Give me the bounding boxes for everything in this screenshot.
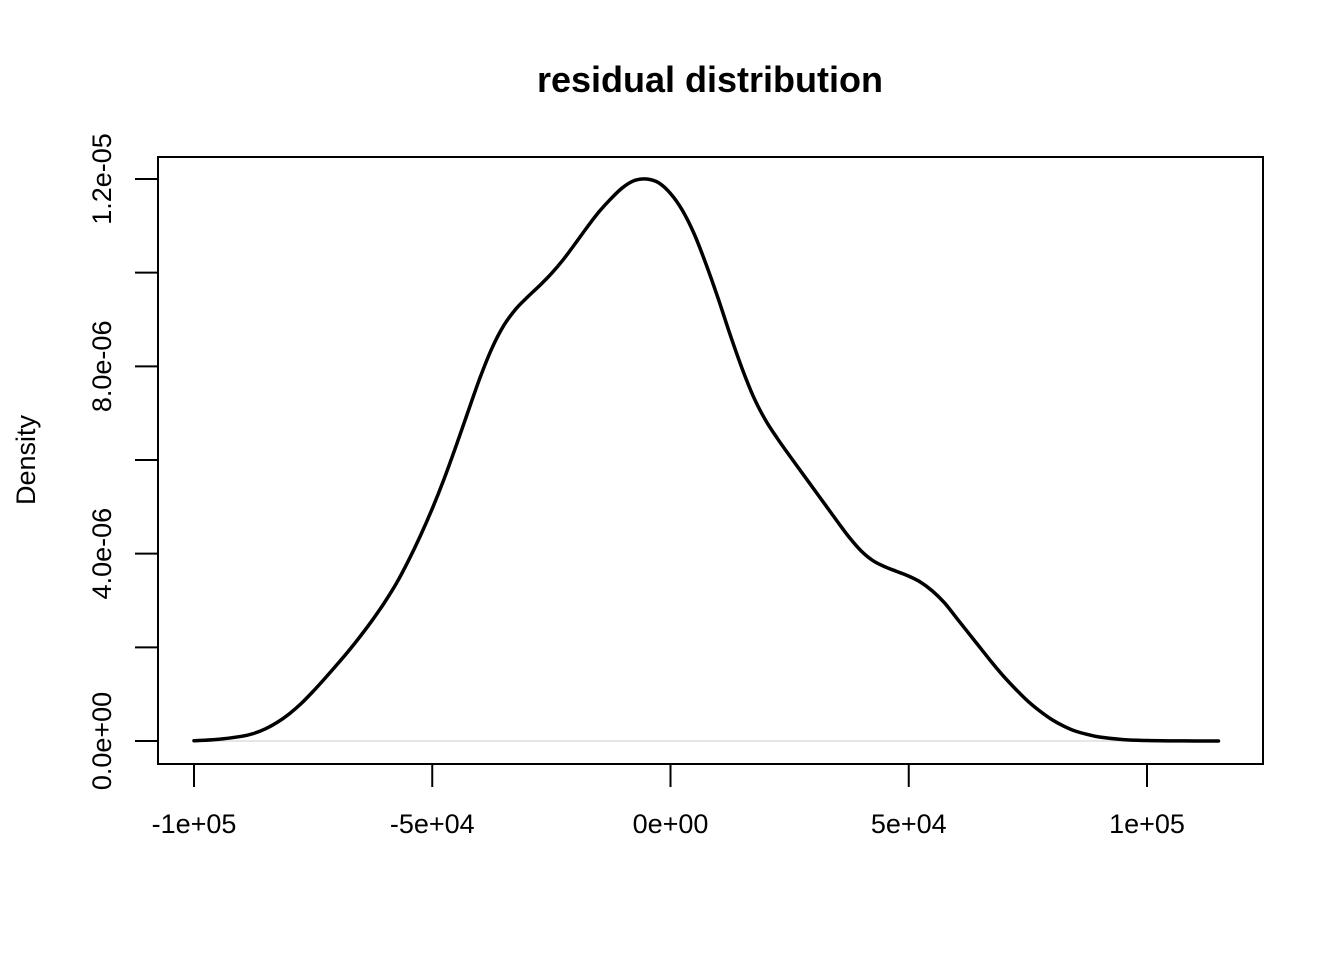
x-tick-label: 0e+00 bbox=[633, 809, 709, 839]
x-tick-label: -5e+04 bbox=[390, 809, 475, 839]
y-tick-label: 8.0e-06 bbox=[87, 321, 117, 413]
x-axis: -1e+05 -5e+04 0e+00 5e+04 1e+05 bbox=[152, 764, 1185, 839]
x-tick-label: 1e+05 bbox=[1109, 809, 1185, 839]
y-axis: 0.0e+00 4.0e-06 8.0e-06 1.2e-05 bbox=[87, 133, 158, 790]
y-tick-label: 0.0e+00 bbox=[87, 692, 117, 790]
y-axis-label: Density bbox=[11, 414, 41, 505]
x-tick-label: -1e+05 bbox=[152, 809, 237, 839]
chart-title: residual distribution bbox=[537, 59, 883, 100]
y-tick-label: 4.0e-06 bbox=[87, 508, 117, 600]
density-curve bbox=[192, 177, 1221, 743]
y-tick-label: 1.2e-05 bbox=[87, 133, 117, 225]
x-tick-label: 5e+04 bbox=[871, 809, 947, 839]
plot-frame bbox=[157, 156, 1264, 765]
